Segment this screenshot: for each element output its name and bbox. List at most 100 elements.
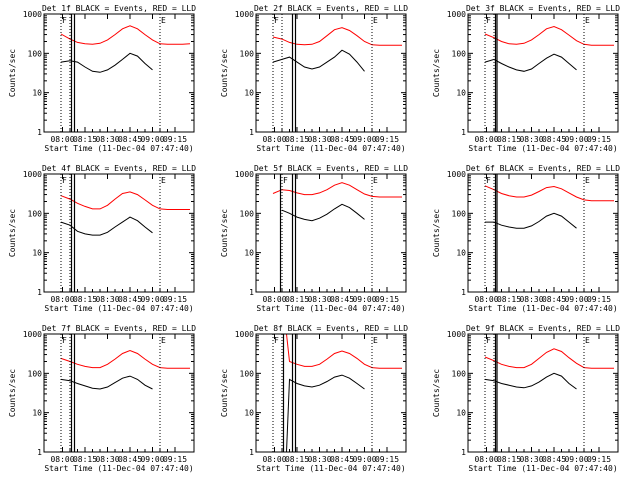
x-tick-label: 08:45 xyxy=(542,455,566,464)
y-axis-label: Counts/sec xyxy=(8,209,17,257)
x-tick-label: 08:30 xyxy=(307,135,331,144)
chart-title: Det 2f BLACK = Events, RED = LLD xyxy=(254,4,408,13)
y-tick-label: 1000 xyxy=(235,170,254,179)
x-tick-label: 08:15 xyxy=(497,455,521,464)
x-axis-label: Start Time (11-Dec-04 07:47:40) xyxy=(468,144,617,153)
x-tick-label: 08:45 xyxy=(118,455,142,464)
y-tick-label: 100 xyxy=(240,369,255,378)
y-tick-label: 10 xyxy=(456,409,466,418)
y-tick-label: 100 xyxy=(28,369,43,378)
y-axis-label: Counts/sec xyxy=(432,209,441,257)
chart-title: Det 3f BLACK = Events, RED = LLD xyxy=(466,4,620,13)
y-tick-label: 10 xyxy=(32,89,42,98)
plot-frame xyxy=(467,13,619,133)
y-tick-label: 1000 xyxy=(447,10,466,19)
y-tick-label: 10 xyxy=(244,249,254,258)
y-tick-label: 1000 xyxy=(235,10,254,19)
x-tick-label: 09:00 xyxy=(564,455,588,464)
series-line xyxy=(60,52,153,73)
y-axis-label: Counts/sec xyxy=(432,49,441,97)
y-tick-label: 1 xyxy=(37,288,42,297)
x-tick-label: 09:15 xyxy=(587,295,611,304)
marker-label: E xyxy=(373,176,378,185)
x-axis-label: Start Time (11-Dec-04 07:47:40) xyxy=(44,464,193,473)
plot-frame xyxy=(43,173,195,293)
x-tick-label: 08:30 xyxy=(519,455,543,464)
series-line xyxy=(484,53,577,72)
marker-label: F xyxy=(486,336,491,345)
y-axis-label: Counts/sec xyxy=(220,209,229,257)
marker-label: F xyxy=(62,16,67,25)
x-tick-label: 08:45 xyxy=(330,295,354,304)
x-tick-label: 09:00 xyxy=(352,455,376,464)
x-axis-label: Start Time (11-Dec-04 07:47:40) xyxy=(468,304,617,313)
y-tick-label: 1000 xyxy=(235,330,254,339)
y-tick-label: 1 xyxy=(461,128,466,137)
chart-panel: Det 3f BLACK = Events, RED = LLD F E 1 10 100… xyxy=(432,4,620,153)
series-line xyxy=(282,374,365,453)
y-tick-label: 10 xyxy=(244,409,254,418)
y-axis-label: Counts/sec xyxy=(220,49,229,97)
x-tick-label: 09:00 xyxy=(564,295,588,304)
marker-label: F xyxy=(62,176,67,185)
x-tick-label: 08:45 xyxy=(542,135,566,144)
x-tick-label: 09:15 xyxy=(163,455,187,464)
plot-frame xyxy=(255,333,407,453)
chart-title: Det 1f BLACK = Events, RED = LLD xyxy=(42,4,196,13)
plot-frame xyxy=(43,13,195,133)
x-tick-label: 09:00 xyxy=(140,135,164,144)
x-tick-label: 09:15 xyxy=(587,455,611,464)
y-tick-label: 10 xyxy=(32,409,42,418)
marker-label: E xyxy=(161,336,166,345)
y-tick-label: 1000 xyxy=(23,170,42,179)
chart-title: Det 8f BLACK = Events, RED = LLD xyxy=(254,324,408,333)
y-tick-label: 1 xyxy=(249,288,254,297)
x-tick-label: 09:00 xyxy=(352,295,376,304)
plot-frame xyxy=(255,13,407,133)
series-line xyxy=(60,375,153,390)
y-tick-label: 1000 xyxy=(447,170,466,179)
series-line xyxy=(60,349,190,369)
x-tick-label: 08:00 xyxy=(50,135,74,144)
y-tick-label: 1 xyxy=(37,448,42,457)
marker-label: E xyxy=(585,16,590,25)
x-axis-label: Start Time (11-Dec-04 07:47:40) xyxy=(468,464,617,473)
series-line xyxy=(485,212,577,229)
x-tick-label: 08:00 xyxy=(50,455,74,464)
marker-label: E xyxy=(585,176,590,185)
chart-panel: Det 8f BLACK = Events, RED = LLD F E 1 10 100… xyxy=(220,324,408,473)
y-tick-label: 1 xyxy=(249,128,254,137)
x-tick-label: 08:15 xyxy=(73,455,97,464)
x-tick-label: 08:30 xyxy=(95,295,119,304)
x-tick-label: 08:45 xyxy=(542,295,566,304)
y-tick-label: 1000 xyxy=(447,330,466,339)
plot-frame xyxy=(467,173,619,293)
x-tick-label: 08:00 xyxy=(474,295,498,304)
x-tick-label: 09:15 xyxy=(163,135,187,144)
y-tick-label: 10 xyxy=(456,89,466,98)
x-tick-label: 08:00 xyxy=(50,295,74,304)
marker-label: E xyxy=(373,16,378,25)
series-line xyxy=(60,25,191,45)
chart-panel: Det 2f BLACK = Events, RED = LLD F E 1 10 100… xyxy=(220,4,408,153)
plot-frame xyxy=(255,173,407,293)
x-tick-label: 09:00 xyxy=(564,135,588,144)
y-tick-label: 1000 xyxy=(23,330,42,339)
chart-panel: Det 6f BLACK = Events, RED = LLD F E 1 10 100… xyxy=(432,164,620,313)
chart-panel: Det 5f BLACK = Events, RED = LLD F E 1 10 100… xyxy=(220,164,408,313)
x-tick-label: 08:00 xyxy=(262,455,286,464)
series-line xyxy=(484,348,614,369)
x-tick-label: 08:30 xyxy=(95,135,119,144)
marker-label: F xyxy=(62,336,67,345)
x-axis-label: Start Time (11-Dec-04 07:47:40) xyxy=(44,144,193,153)
y-axis-label: Counts/sec xyxy=(432,369,441,417)
series-line xyxy=(60,216,153,236)
chart-panel: Det 4f BLACK = Events, RED = LLD F E 1 10 100… xyxy=(8,164,196,313)
series-line xyxy=(484,372,577,390)
x-tick-label: 08:15 xyxy=(285,135,309,144)
y-tick-label: 100 xyxy=(452,369,467,378)
chart-title: Det 6f BLACK = Events, RED = LLD xyxy=(466,164,620,173)
plot-frame xyxy=(467,333,619,453)
x-tick-label: 08:45 xyxy=(118,295,142,304)
chart-panel: Det 1f BLACK = Events, RED = LLD F E 1 10 100… xyxy=(8,4,196,153)
